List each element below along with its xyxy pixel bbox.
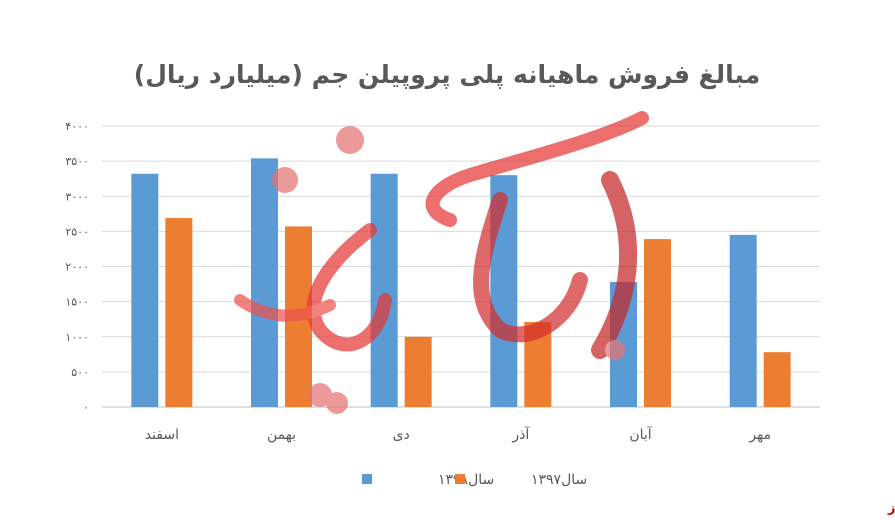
y-tick-label: ۵۰۰ [71, 366, 89, 379]
x-tick-label: بهمن [267, 427, 296, 443]
axis: ۰ ۵۰۰ ۱۰۰۰ ۱۵۰۰ ۲۰۰۰ ۲۵۰۰ ۳۰۰۰ ۳۵۰۰ ۴۰۰۰ اسفند بهم… [65, 120, 771, 443]
source-label: بورس نیوز [887, 501, 895, 516]
y-tick-label: ۲۵۰۰ [65, 225, 89, 238]
bar-series-1398 [251, 158, 278, 407]
bar-series-1397 [644, 239, 671, 407]
bar-series-1398 [370, 173, 398, 407]
legend-swatch [362, 474, 372, 484]
bar-series-1397 [165, 218, 193, 407]
watermark-logo [234, 111, 649, 414]
legend-swatch [455, 474, 465, 484]
bar-series-1398 [131, 173, 159, 407]
bars [131, 158, 791, 407]
legend: سال۱۳۹۸ سال۱۳۹۷ [362, 472, 587, 488]
y-tick-label: ۰ [83, 401, 89, 414]
legend-label: سال۱۳۹۸ [438, 472, 494, 488]
y-tick-label: ۱۰۰۰ [65, 331, 89, 344]
y-tick-label: ۳۵۰۰ [65, 155, 89, 168]
x-tick-label: مهر [748, 427, 771, 443]
x-tick-label: آذر [511, 426, 530, 443]
x-tick-label: آبان [629, 426, 652, 443]
y-tick-label: ۲۰۰۰ [65, 261, 89, 274]
x-tick-label: دی [393, 427, 410, 443]
bar-series-1397 [404, 336, 432, 407]
chart-title: مبالغ فروش ماهیانه پلی پروپیلن جم (میلیا… [134, 60, 760, 90]
gridlines [102, 125, 820, 408]
legend-label: سال۱۳۹۷ [531, 472, 587, 488]
bar-series-1397 [763, 352, 791, 407]
y-tick-label: ۳۰۰۰ [65, 190, 89, 203]
x-tick-label: اسفند [145, 427, 179, 443]
y-tick-label: ۱۵۰۰ [65, 296, 89, 309]
y-tick-label: ۴۰۰۰ [65, 120, 89, 133]
bar-series-1398 [729, 234, 757, 407]
